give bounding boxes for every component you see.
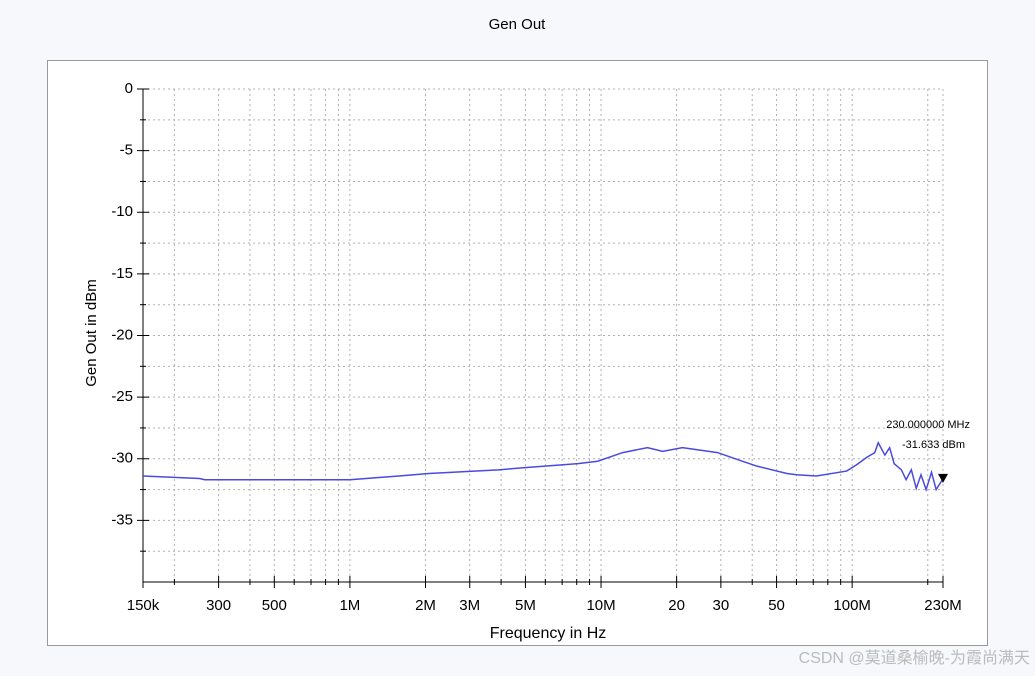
x-tick-label: 3M	[459, 597, 480, 614]
marker-freq-label: 230.000000 MHz	[886, 419, 970, 431]
x-tick-label: 230M	[924, 597, 962, 614]
x-tick-label: 10M	[586, 597, 615, 614]
data-line	[142, 440, 944, 492]
y-tick-label: -35	[111, 511, 133, 528]
y-axis-label: Gen Out in dBm	[83, 279, 100, 387]
y-tick-label: -20	[111, 326, 133, 343]
plot-frame	[47, 60, 988, 646]
marker-level-label: -31.633 dBm	[902, 439, 965, 451]
x-tick-label: 50	[768, 597, 785, 614]
x-tick-label: 5M	[515, 597, 536, 614]
x-tick-label: 1M	[339, 597, 360, 614]
y-tick-label: -25	[111, 388, 133, 405]
x-tick-label: 100M	[833, 597, 871, 614]
chart-title: Gen Out	[489, 16, 547, 33]
x-tick-label: 2M	[415, 597, 436, 614]
x-tick-label: 300	[206, 597, 231, 614]
x-tick-label: 30	[713, 597, 730, 614]
x-tick-label: 20	[668, 597, 685, 614]
y-tick-label: 0	[125, 80, 133, 97]
y-tick-label: -30	[111, 450, 133, 467]
watermark: CSDN @莫道桑榆晚-为霞尚满天	[799, 649, 1030, 667]
y-tick-label: -10	[111, 203, 133, 220]
x-tick-label: 500	[262, 597, 287, 614]
x-axis-label: Frequency in Hz	[490, 625, 607, 642]
x-tick-label: 150k	[127, 597, 160, 614]
marker	[938, 473, 948, 483]
y-tick-label: -5	[120, 142, 133, 159]
y-tick-label: -15	[111, 265, 133, 282]
